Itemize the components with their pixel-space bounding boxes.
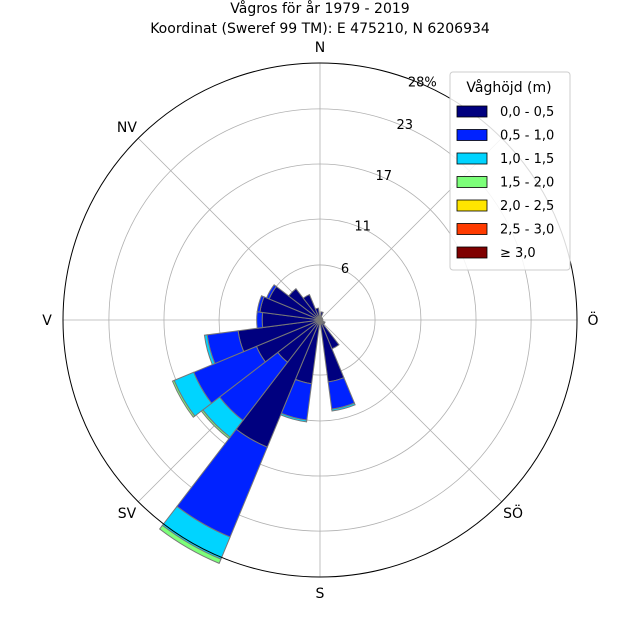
- bar-dir270-class1: [256, 311, 264, 329]
- outer-circle: [62, 62, 578, 578]
- radial-tick-2: 17: [375, 169, 392, 184]
- direction-label-3: S: [316, 586, 325, 602]
- direction-label-5: V: [42, 313, 52, 329]
- legend: Våghöjd (m) 0,0 - 0,5 0,5 - 1,0 1,0 - 1,5 1…: [449, 71, 571, 271]
- legend-swatch-4: [456, 199, 488, 212]
- grid-spoke-135: [319, 319, 503, 503]
- bar-dir345-class0: [314, 307, 321, 321]
- legend-swatch-5: [456, 223, 488, 235]
- legend-swatch-3: [456, 176, 488, 188]
- legend-title: Våghöjd (m): [466, 79, 551, 96]
- legend-label-6: ≥ 3,0: [500, 246, 536, 261]
- radial-tick-4: 28%: [408, 76, 437, 91]
- legend-label-5: 2,5 - 3,0: [500, 223, 554, 238]
- direction-label-6: NV: [117, 120, 137, 136]
- chart-title: Vågros för år 1979 - 2019: [230, 0, 409, 17]
- legend-frame: [449, 71, 571, 271]
- legend-label-3: 1,5 - 2,0: [500, 176, 554, 191]
- radial-tick-0: 6: [341, 262, 349, 277]
- grid-spoke-315: [137, 137, 321, 321]
- chart-subtitle: Koordinat (Sweref 99 TM): E 475210, N 62…: [150, 21, 490, 37]
- legend-label-2: 1,0 - 1,5: [500, 152, 554, 167]
- direction-label-0: N: [315, 40, 325, 56]
- bar-dir255-class2: [203, 334, 216, 366]
- legend-swatch-1: [456, 129, 488, 141]
- direction-label-4: SV: [118, 506, 137, 522]
- legend-swatch-0: [456, 105, 488, 118]
- legend-swatch-2: [456, 152, 488, 165]
- radial-tick-labels: 6 11 17 23 28%: [341, 76, 437, 278]
- direction-labels: N Ö SÖ S SV V NV: [42, 40, 598, 602]
- bar-dir210-class3: [158, 524, 222, 565]
- direction-label-2: SÖ: [503, 504, 523, 522]
- radial-tick-1: 11: [354, 220, 371, 235]
- bar-dir285-class1: [256, 295, 265, 313]
- direction-label-1: Ö: [587, 311, 598, 329]
- radial-tick-3: 23: [397, 118, 414, 133]
- legend-swatch-6: [456, 246, 488, 259]
- polar-outline: [62, 62, 578, 578]
- bar-dir165-class2: [331, 402, 356, 412]
- wave-bars: [158, 284, 356, 565]
- legend-label-0: 0,0 - 0,5: [500, 105, 554, 120]
- bar-dir240-class3: [171, 379, 196, 418]
- bar-dir300-class1: [265, 284, 278, 300]
- legend-items: 0,0 - 0,5 0,5 - 1,0 1,0 - 1,5 1,5 - 2,0 2,0 …: [456, 105, 554, 261]
- legend-label-4: 2,0 - 2,5: [500, 199, 554, 214]
- legend-label-1: 0,5 - 1,0: [500, 129, 554, 144]
